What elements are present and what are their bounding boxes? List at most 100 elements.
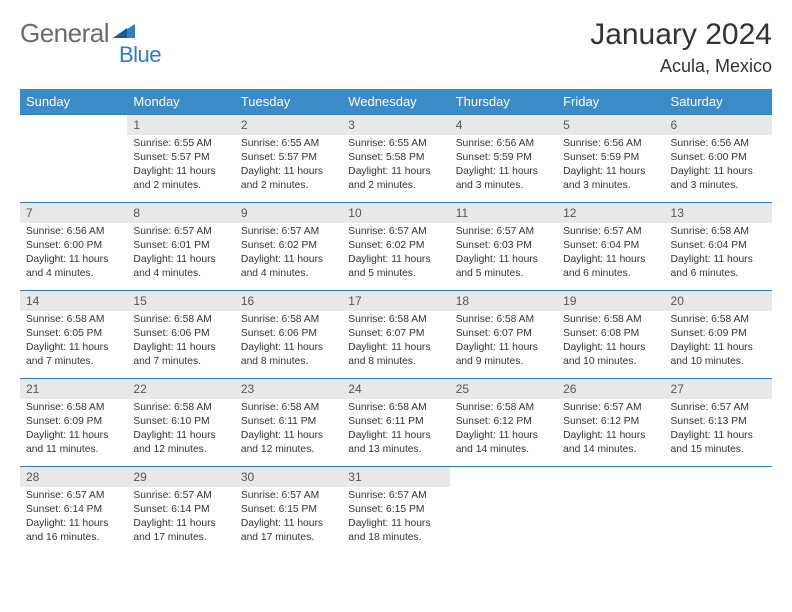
day-number: 5	[557, 115, 664, 135]
day-number: 19	[557, 291, 664, 311]
day-number: 26	[557, 379, 664, 399]
day-cell: 16Sunrise: 6:58 AMSunset: 6:06 PMDayligh…	[235, 291, 342, 379]
day-number: 24	[342, 379, 449, 399]
day-info: Sunrise: 6:58 AMSunset: 6:11 PMDaylight:…	[235, 399, 342, 461]
week-row: 7Sunrise: 6:56 AMSunset: 6:00 PMDaylight…	[20, 203, 772, 291]
location: Acula, Mexico	[590, 56, 772, 77]
day-info: Sunrise: 6:58 AMSunset: 6:07 PMDaylight:…	[450, 311, 557, 373]
day-cell	[557, 467, 664, 555]
day-number: 30	[235, 467, 342, 487]
day-info: Sunrise: 6:57 AMSunset: 6:01 PMDaylight:…	[127, 223, 234, 285]
day-cell: 15Sunrise: 6:58 AMSunset: 6:06 PMDayligh…	[127, 291, 234, 379]
day-cell: 23Sunrise: 6:58 AMSunset: 6:11 PMDayligh…	[235, 379, 342, 467]
day-header-row: SundayMondayTuesdayWednesdayThursdayFrid…	[20, 89, 772, 115]
logo-text-general: General	[20, 18, 109, 49]
day-info: Sunrise: 6:58 AMSunset: 6:06 PMDaylight:…	[127, 311, 234, 373]
day-number: 13	[665, 203, 772, 223]
day-number: 17	[342, 291, 449, 311]
day-number: 7	[20, 203, 127, 223]
day-info: Sunrise: 6:57 AMSunset: 6:15 PMDaylight:…	[235, 487, 342, 549]
logo: General Blue	[20, 18, 139, 49]
day-cell	[450, 467, 557, 555]
day-info: Sunrise: 6:58 AMSunset: 6:11 PMDaylight:…	[342, 399, 449, 461]
week-row: 1Sunrise: 6:55 AMSunset: 5:57 PMDaylight…	[20, 115, 772, 203]
day-cell: 25Sunrise: 6:58 AMSunset: 6:12 PMDayligh…	[450, 379, 557, 467]
day-info: Sunrise: 6:58 AMSunset: 6:05 PMDaylight:…	[20, 311, 127, 373]
day-cell: 10Sunrise: 6:57 AMSunset: 6:02 PMDayligh…	[342, 203, 449, 291]
week-row: 14Sunrise: 6:58 AMSunset: 6:05 PMDayligh…	[20, 291, 772, 379]
day-cell: 18Sunrise: 6:58 AMSunset: 6:07 PMDayligh…	[450, 291, 557, 379]
day-header: Monday	[127, 89, 234, 115]
day-number: 22	[127, 379, 234, 399]
day-cell: 4Sunrise: 6:56 AMSunset: 5:59 PMDaylight…	[450, 115, 557, 203]
day-cell: 9Sunrise: 6:57 AMSunset: 6:02 PMDaylight…	[235, 203, 342, 291]
day-cell: 28Sunrise: 6:57 AMSunset: 6:14 PMDayligh…	[20, 467, 127, 555]
day-info: Sunrise: 6:57 AMSunset: 6:13 PMDaylight:…	[665, 399, 772, 461]
day-number: 10	[342, 203, 449, 223]
day-number: 21	[20, 379, 127, 399]
day-header: Thursday	[450, 89, 557, 115]
day-info: Sunrise: 6:55 AMSunset: 5:57 PMDaylight:…	[127, 135, 234, 197]
day-info: Sunrise: 6:57 AMSunset: 6:02 PMDaylight:…	[235, 223, 342, 285]
day-info: Sunrise: 6:56 AMSunset: 6:00 PMDaylight:…	[20, 223, 127, 285]
day-info: Sunrise: 6:55 AMSunset: 5:57 PMDaylight:…	[235, 135, 342, 197]
logo-text-blue: Blue	[119, 42, 161, 68]
day-info: Sunrise: 6:56 AMSunset: 6:00 PMDaylight:…	[665, 135, 772, 197]
day-cell: 22Sunrise: 6:58 AMSunset: 6:10 PMDayligh…	[127, 379, 234, 467]
day-info: Sunrise: 6:58 AMSunset: 6:09 PMDaylight:…	[20, 399, 127, 461]
day-cell: 17Sunrise: 6:58 AMSunset: 6:07 PMDayligh…	[342, 291, 449, 379]
day-header: Wednesday	[342, 89, 449, 115]
day-header: Friday	[557, 89, 664, 115]
day-info: Sunrise: 6:57 AMSunset: 6:02 PMDaylight:…	[342, 223, 449, 285]
day-number: 11	[450, 203, 557, 223]
day-cell: 13Sunrise: 6:58 AMSunset: 6:04 PMDayligh…	[665, 203, 772, 291]
day-info: Sunrise: 6:56 AMSunset: 5:59 PMDaylight:…	[450, 135, 557, 197]
day-info: Sunrise: 6:58 AMSunset: 6:10 PMDaylight:…	[127, 399, 234, 461]
title-block: January 2024 Acula, Mexico	[590, 18, 772, 77]
day-info: Sunrise: 6:57 AMSunset: 6:15 PMDaylight:…	[342, 487, 449, 549]
day-info: Sunrise: 6:57 AMSunset: 6:14 PMDaylight:…	[20, 487, 127, 549]
day-info: Sunrise: 6:58 AMSunset: 6:08 PMDaylight:…	[557, 311, 664, 373]
day-number: 4	[450, 115, 557, 135]
day-cell: 24Sunrise: 6:58 AMSunset: 6:11 PMDayligh…	[342, 379, 449, 467]
day-cell: 26Sunrise: 6:57 AMSunset: 6:12 PMDayligh…	[557, 379, 664, 467]
day-number: 14	[20, 291, 127, 311]
day-number: 28	[20, 467, 127, 487]
day-cell: 3Sunrise: 6:55 AMSunset: 5:58 PMDaylight…	[342, 115, 449, 203]
day-cell: 27Sunrise: 6:57 AMSunset: 6:13 PMDayligh…	[665, 379, 772, 467]
month-title: January 2024	[590, 18, 772, 52]
day-number: 8	[127, 203, 234, 223]
day-header: Saturday	[665, 89, 772, 115]
day-cell: 12Sunrise: 6:57 AMSunset: 6:04 PMDayligh…	[557, 203, 664, 291]
day-cell: 30Sunrise: 6:57 AMSunset: 6:15 PMDayligh…	[235, 467, 342, 555]
day-cell: 21Sunrise: 6:58 AMSunset: 6:09 PMDayligh…	[20, 379, 127, 467]
day-cell: 11Sunrise: 6:57 AMSunset: 6:03 PMDayligh…	[450, 203, 557, 291]
day-cell: 19Sunrise: 6:58 AMSunset: 6:08 PMDayligh…	[557, 291, 664, 379]
day-info: Sunrise: 6:58 AMSunset: 6:07 PMDaylight:…	[342, 311, 449, 373]
week-row: 21Sunrise: 6:58 AMSunset: 6:09 PMDayligh…	[20, 379, 772, 467]
day-cell: 5Sunrise: 6:56 AMSunset: 5:59 PMDaylight…	[557, 115, 664, 203]
day-number: 1	[127, 115, 234, 135]
day-info: Sunrise: 6:58 AMSunset: 6:12 PMDaylight:…	[450, 399, 557, 461]
day-info: Sunrise: 6:57 AMSunset: 6:14 PMDaylight:…	[127, 487, 234, 549]
day-info: Sunrise: 6:58 AMSunset: 6:04 PMDaylight:…	[665, 223, 772, 285]
day-info: Sunrise: 6:58 AMSunset: 6:09 PMDaylight:…	[665, 311, 772, 373]
day-cell: 1Sunrise: 6:55 AMSunset: 5:57 PMDaylight…	[127, 115, 234, 203]
day-number: 2	[235, 115, 342, 135]
day-cell: 7Sunrise: 6:56 AMSunset: 6:00 PMDaylight…	[20, 203, 127, 291]
day-cell: 2Sunrise: 6:55 AMSunset: 5:57 PMDaylight…	[235, 115, 342, 203]
day-info: Sunrise: 6:56 AMSunset: 5:59 PMDaylight:…	[557, 135, 664, 197]
day-cell: 8Sunrise: 6:57 AMSunset: 6:01 PMDaylight…	[127, 203, 234, 291]
day-number: 25	[450, 379, 557, 399]
day-info: Sunrise: 6:57 AMSunset: 6:03 PMDaylight:…	[450, 223, 557, 285]
day-cell	[20, 115, 127, 203]
day-number: 18	[450, 291, 557, 311]
day-cell: 14Sunrise: 6:58 AMSunset: 6:05 PMDayligh…	[20, 291, 127, 379]
day-header: Tuesday	[235, 89, 342, 115]
day-number: 6	[665, 115, 772, 135]
day-info: Sunrise: 6:58 AMSunset: 6:06 PMDaylight:…	[235, 311, 342, 373]
day-number: 29	[127, 467, 234, 487]
day-number: 12	[557, 203, 664, 223]
day-number: 3	[342, 115, 449, 135]
day-number: 16	[235, 291, 342, 311]
